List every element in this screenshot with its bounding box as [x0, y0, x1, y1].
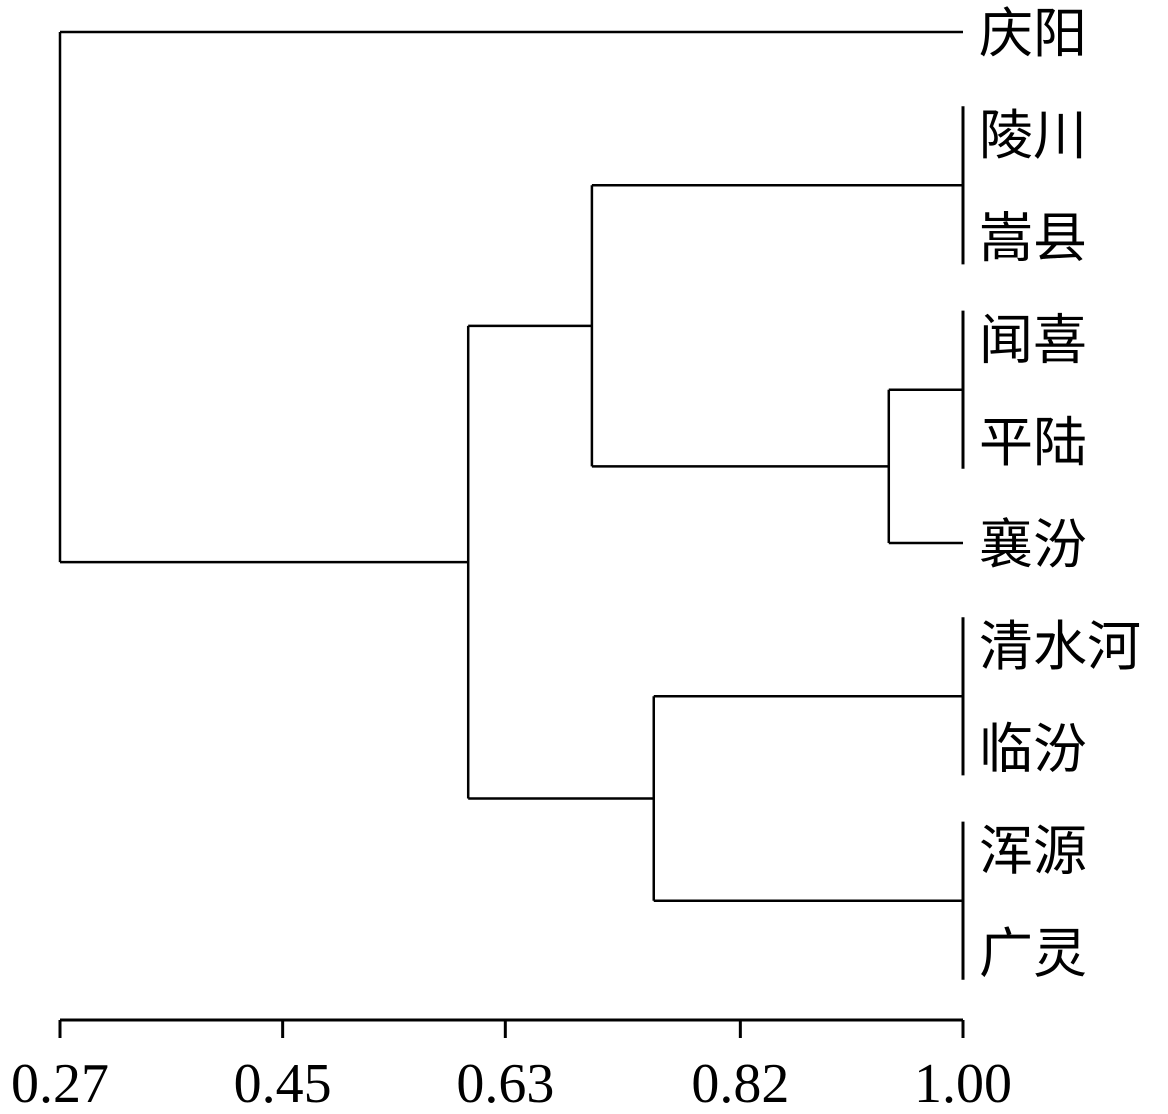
x-tick-label: 0.63	[456, 1053, 554, 1114]
x-tick-label: 1.00	[914, 1053, 1012, 1114]
leaf-label: 嵩县	[979, 206, 1087, 269]
x-tick-label: 0.27	[11, 1053, 109, 1114]
leaf-label: 陵川	[979, 104, 1087, 167]
x-tick-label: 0.45	[234, 1053, 332, 1114]
x-tick-label: 0.82	[691, 1053, 789, 1114]
leaf-label: 浑源	[979, 820, 1087, 883]
leaf-label: 襄汾	[979, 513, 1087, 576]
leaf-label: 平陆	[979, 411, 1087, 474]
leaf-label: 临汾	[979, 717, 1087, 780]
leaf-label: 闻喜	[979, 309, 1087, 372]
leaf-label: 庆阳	[979, 2, 1087, 65]
leaf-label: 清水河	[979, 615, 1141, 678]
leaf-label: 广灵	[979, 922, 1087, 985]
